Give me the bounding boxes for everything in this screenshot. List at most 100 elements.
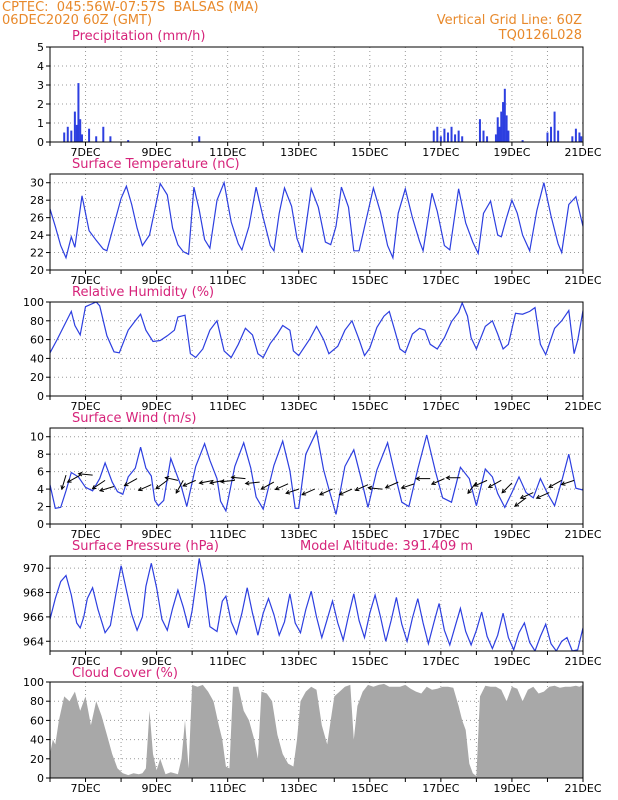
x-tick-label: 7DEC [70,782,100,795]
precip-bar [496,117,499,142]
precip-bar [88,128,91,142]
x-tick-label: 7DEC [70,274,100,287]
header-location: CPTEC: 045:56W-07:57S BALSAS (MA) [2,0,259,15]
wind-vector [99,485,115,492]
series-line [50,302,583,359]
panel-title: Cloud Cover (%) [72,666,178,681]
wind-vector-head [137,486,143,492]
x-tick-label: 13DEC [280,782,317,795]
panel-title: Relative Humidity (%) [72,285,214,300]
y-tick-label: 60 [30,714,44,727]
wind-vector-head [473,482,479,487]
precip-bar [95,136,98,142]
x-tick-label: 19DEC [493,528,530,541]
precip-bar [443,128,446,142]
wind-vector-head [182,482,188,487]
wind-vector-head [519,494,525,500]
wind-vector-head [260,485,266,490]
wind-vector-head [209,480,215,485]
y-tick-label: 30 [30,177,44,190]
precip-bar [439,136,442,142]
x-tick-label: 9DEC [142,655,172,668]
wind-vector [368,487,383,490]
plot-frame [49,173,584,271]
precip-bar [73,111,76,142]
y-tick-label: 20 [30,371,44,384]
precip-bar [127,140,130,142]
y-tick-label: 0 [37,136,44,149]
wind-vector [67,474,81,483]
x-tick-label: 9DEC [142,146,172,159]
wind-vector-head [338,491,344,496]
wind-vector-head [487,483,493,488]
y-tick-label: 20 [30,753,44,766]
y-tick-label: 20 [30,264,44,277]
header-model-code: TQ0126L028 [498,28,582,43]
x-tick-label: 11DEC [209,400,246,413]
panel-title: Precipitation (mm/h) [72,29,205,44]
precip-bar [109,136,112,142]
wind-vector [220,479,235,483]
precip-bar [66,126,69,142]
x-tick-label: 13DEC [280,655,317,668]
y-tick-label: 4 [37,60,44,73]
wind-vector-head [123,481,129,487]
precip-bar [75,124,78,142]
x-tick-label: 17DEC [422,400,459,413]
wind-vector [339,488,353,496]
y-tick-label: 22 [30,247,44,260]
precip-bar [79,119,82,142]
x-tick-label: 11DEC [209,782,246,795]
y-tick-label: 4 [37,483,44,496]
wind-vector-head [400,484,406,490]
precip-bar [498,126,501,142]
wind-vector-head [230,475,236,480]
precip-bar [494,134,497,142]
plot-frame [49,555,584,652]
plot-frame [49,427,584,525]
x-tick-label: 11DEC [209,146,246,159]
x-tick-label: 13DEC [280,274,317,287]
series-line [50,558,583,651]
wind-vector [61,474,67,490]
wind-vector [245,481,260,485]
x-tick-label: 19DEC [493,655,530,668]
precip-bar [521,140,524,142]
wind-vector-head [274,485,280,491]
y-tick-label: 964 [23,635,44,648]
plot-frame [49,301,584,397]
x-tick-label: 13DEC [280,146,317,159]
precip-bar [578,132,581,142]
wind-vector-head [98,487,104,492]
x-tick-label: 15DEC [351,782,388,795]
panel-title: Surface Pressure (hPa) [72,539,219,554]
header-date: 06DEC2020 60Z (GMT) [2,13,153,28]
wind-vector [275,483,289,490]
wind-vector [231,476,246,480]
wind-vector [261,481,275,490]
x-tick-label: 11DEC [209,528,246,541]
wind-vector [301,488,315,496]
x-tick-label: 17DEC [422,274,459,287]
y-tick-label: 28 [30,194,44,207]
x-tick-label: 21DEC [564,274,601,287]
y-tick-label: 970 [23,562,44,575]
y-tick-label: 968 [23,587,44,600]
wind-vector-head [155,484,161,490]
y-tick-label: 80 [30,695,44,708]
panel-title: Surface Wind (m/s) [72,411,196,426]
x-tick-label: 15DEC [351,274,388,287]
precip-bar [478,119,481,142]
wind-vector [124,478,138,487]
y-tick-label: 5 [37,41,44,54]
precip-bar [500,111,503,142]
y-tick-label: 3 [37,79,44,92]
precip-bar [198,136,201,142]
wind-vector [165,477,179,481]
wind-vector-head [91,484,97,490]
y-tick-label: 0 [37,772,44,785]
x-tick-label: 9DEC [142,528,172,541]
x-tick-label: 11DEC [209,655,246,668]
series-line [50,429,583,515]
